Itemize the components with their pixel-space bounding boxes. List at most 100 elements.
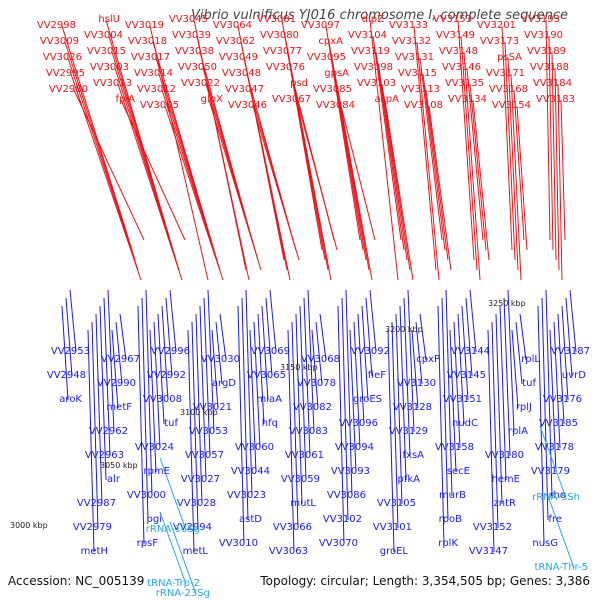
- reverse-gene-label: VV3101: [373, 522, 412, 533]
- leader-line: [337, 89, 373, 281]
- reverse-gene-label: VV3021: [193, 402, 232, 413]
- leader-line: [554, 67, 560, 271]
- reverse-gene-label: VV3068: [301, 354, 340, 365]
- leader-line: [159, 511, 187, 585]
- leader-line: [245, 289, 253, 497]
- reverse-gene-label: VV3151: [443, 394, 482, 405]
- forward-gene-label: VV3049: [219, 52, 258, 63]
- summary-text: Topology: circular; Length: 3,354,505 bp…: [260, 574, 590, 588]
- reverse-gene-label: VV3128: [393, 402, 432, 413]
- reverse-gene-label: rplJ: [516, 402, 532, 413]
- reverse-gene-label: groEL: [380, 546, 409, 557]
- forward-gene-label: VV2995: [46, 68, 85, 79]
- leader-line: [137, 305, 145, 545]
- reverse-gene-label: astD: [239, 514, 262, 525]
- reverse-gene-label: hfq: [262, 418, 278, 429]
- reverse-gene-label: groES: [353, 394, 382, 405]
- leader-line: [463, 51, 481, 281]
- reverse-gene-label: VV3185: [539, 418, 578, 429]
- reverse-gene-label: VV3180: [485, 450, 524, 461]
- leader-line: [487, 329, 495, 553]
- leader-line: [369, 19, 399, 281]
- tick-label: 3050 kbp: [100, 461, 138, 470]
- forward-gene-label: VV3201: [477, 20, 516, 31]
- leader-line: [472, 99, 490, 261]
- leader-line: [516, 105, 528, 251]
- leader-line: [384, 99, 414, 281]
- forward-gene-label: VV2980: [49, 84, 88, 95]
- leader-line: [353, 321, 361, 449]
- reverse-gene-label: VV2990: [97, 378, 136, 389]
- reverse-gene-label: nudC: [452, 418, 478, 429]
- forward-gene-label: VV3154: [492, 100, 531, 111]
- leader-line: [387, 329, 395, 553]
- reverse-gene-label: rplA: [508, 426, 528, 437]
- leader-line: [557, 313, 565, 425]
- leader-line: [169, 521, 197, 595]
- reverse-gene-label: metH: [81, 546, 108, 557]
- forward-gene-label: VV3048: [222, 68, 261, 79]
- reverse-gene-label: VV2979: [73, 522, 112, 533]
- leader-line: [545, 289, 553, 497]
- reverse-gene-label: rho: [550, 490, 566, 501]
- reverse-gene-label: alr: [107, 474, 121, 485]
- leader-line: [73, 89, 145, 241]
- reverse-gene-label: rplK: [438, 538, 458, 549]
- leader-line: [425, 89, 449, 261]
- reverse-gene-label: hemE: [491, 474, 520, 485]
- leader-line: [341, 297, 349, 521]
- forward-gene-label: VV3098: [354, 62, 393, 73]
- forward-gene-label: VV3149: [436, 30, 475, 41]
- leader-line: [469, 83, 487, 251]
- leader-line: [560, 99, 566, 241]
- leader-line: [391, 321, 399, 529]
- leader-line: [325, 25, 361, 241]
- reverse-gene-label: rpmE: [143, 466, 170, 477]
- reverse-gene-label: VV3179: [531, 466, 570, 477]
- leader-line: [164, 105, 224, 281]
- forward-gene-label: VV3013: [93, 78, 132, 89]
- leader-line: [303, 297, 311, 457]
- reverse-gene-label: VV2948: [47, 370, 86, 381]
- reverse-gene-label: VV3147: [469, 546, 508, 557]
- leader-line: [465, 297, 473, 377]
- forward-gene-label: VV3014: [134, 68, 173, 79]
- leader-line: [99, 305, 107, 481]
- forward-gene-label: VV3188: [530, 62, 569, 73]
- leader-line: [111, 329, 119, 409]
- reverse-gene-label: VV3060: [235, 442, 274, 453]
- leader-line: [541, 297, 549, 521]
- leader-line: [549, 329, 557, 473]
- reverse-gene-label: VV3057: [185, 450, 224, 461]
- leader-line: [219, 313, 227, 361]
- leader-line: [449, 329, 457, 473]
- reverse-gene-label: VV2963: [85, 450, 124, 461]
- reverse-gene-label: argD: [212, 378, 236, 389]
- leader-line: [241, 297, 249, 521]
- reverse-gene-label: VV3008: [143, 394, 182, 405]
- leader-line: [372, 35, 402, 241]
- reverse-gene-label: VV3069: [251, 346, 290, 357]
- reverse-gene-label: VV2953: [51, 346, 90, 357]
- leader-line: [161, 305, 169, 401]
- forward-gene-label: VV3183: [536, 94, 575, 105]
- reverse-gene-label: VV3010: [219, 538, 258, 549]
- leader-line: [510, 73, 522, 281]
- reverse-gene-label: VV2967: [101, 354, 140, 365]
- forward-gene-label: aspA: [374, 94, 399, 105]
- forward-gene-label: VV3038: [175, 46, 214, 57]
- reverse-gene-label: VV3102: [323, 514, 362, 525]
- leader-line: [415, 321, 423, 385]
- reverse-gene-label: zntR: [494, 498, 517, 509]
- leader-line: [547, 495, 575, 569]
- forward-gene-label: VV3193: [521, 14, 560, 25]
- leader-line: [557, 83, 563, 281]
- leader-line: [91, 321, 99, 529]
- leader-line: [141, 297, 149, 521]
- leader-line: [261, 305, 269, 401]
- forward-gene-label: VV3084: [316, 100, 355, 111]
- reverse-gene-label: VV3144: [451, 346, 490, 357]
- leader-line: [153, 321, 161, 449]
- reverse-gene-label: pfkA: [398, 474, 421, 485]
